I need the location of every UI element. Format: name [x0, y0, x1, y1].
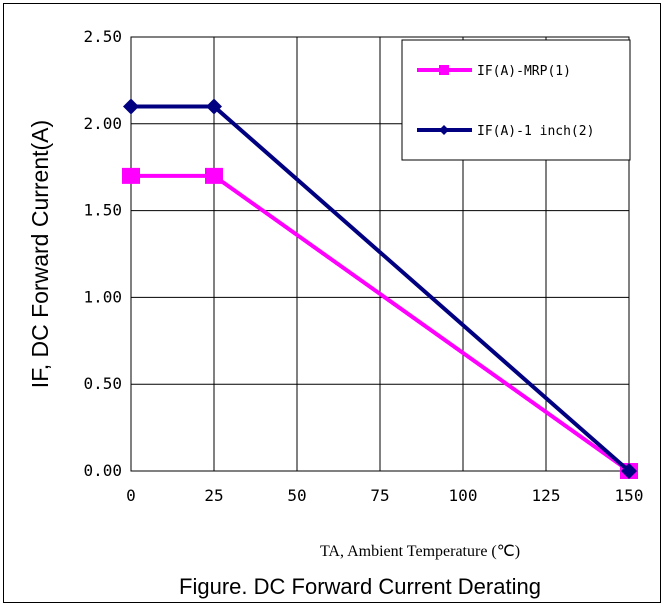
- chart-title: Figure. DC Forward Current Derating: [179, 574, 541, 599]
- y-tick-label: 2.00: [83, 114, 122, 133]
- x-tick-label: 25: [204, 486, 223, 505]
- legend-label: IF(A)-1 inch(2): [477, 124, 594, 139]
- y-axis-label: IF, DC Forward Current(A): [27, 120, 53, 388]
- data-point: [123, 98, 139, 115]
- y-tick-label: 1.50: [83, 201, 122, 220]
- x-tick-label: 100: [449, 486, 478, 505]
- legend-item: IF(A)-MRP(1): [417, 64, 571, 79]
- legend-box: [401, 39, 631, 161]
- x-tick-label: 125: [532, 486, 561, 505]
- y-tick-label: 1.00: [83, 287, 122, 306]
- data-point: [122, 167, 140, 184]
- x-axis-ticks: 0 25 50 75 100 125 150: [126, 486, 643, 505]
- y-axis-ticks: 0.00 0.50 1.00 1.50 2.00 2.50: [83, 27, 122, 480]
- x-tick-label: 0: [126, 486, 136, 505]
- y-tick-label: 0.00: [83, 461, 122, 480]
- y-tick-label: 0.50: [83, 374, 122, 393]
- x-tick-label: 150: [615, 486, 644, 505]
- data-point: [205, 167, 223, 184]
- legend-swatch-marker: [439, 125, 449, 135]
- series-layer: [122, 98, 638, 479]
- legend-swatch-marker: [439, 65, 449, 75]
- x-axis-label: TA, Ambient Temperature (℃): [320, 543, 520, 560]
- legend-label: IF(A)-MRP(1): [477, 64, 571, 79]
- data-point: [206, 98, 222, 115]
- x-tick-label: 50: [287, 486, 306, 505]
- data-point: [621, 463, 637, 479]
- legend: IF(A)-MRP(1) IF(A)-1 inch(2): [401, 39, 631, 161]
- y-tick-label: 2.50: [83, 27, 122, 46]
- x-tick-label: 75: [370, 486, 389, 505]
- legend-item: IF(A)-1 inch(2): [417, 124, 594, 139]
- series-2: [123, 98, 637, 479]
